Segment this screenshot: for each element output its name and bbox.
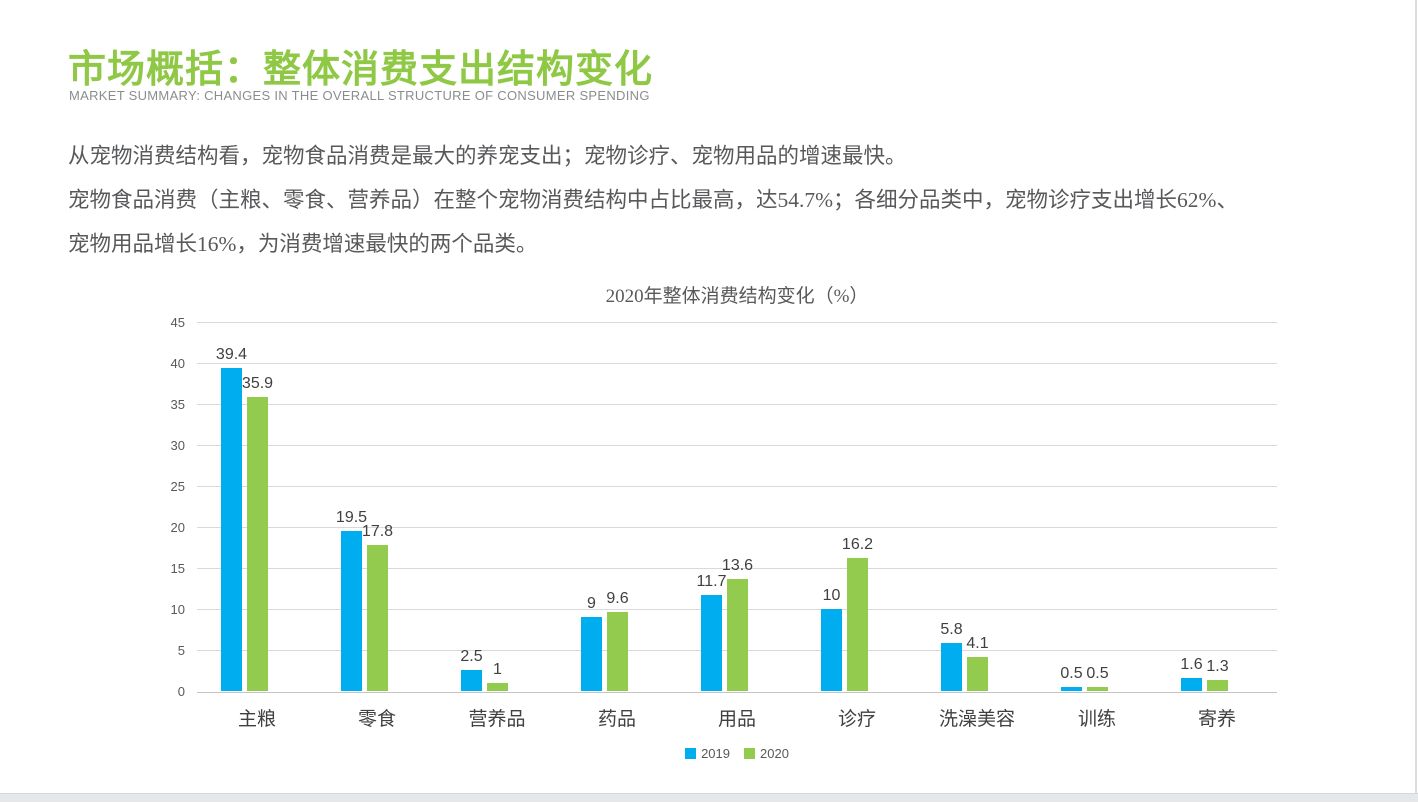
x-axis-label-5: 用品 bbox=[717, 709, 756, 730]
bar-value-label: 1 bbox=[493, 661, 502, 678]
bar-2019-4 bbox=[581, 617, 602, 691]
bar-value-label: 9.6 bbox=[606, 590, 629, 607]
gridline bbox=[197, 568, 1277, 569]
y-axis-tick: 30 bbox=[170, 438, 185, 453]
bar-2019-7 bbox=[941, 643, 962, 691]
bar-value-label: 1.3 bbox=[1206, 658, 1229, 675]
bar-2019-2 bbox=[341, 531, 362, 691]
bar-value-label: 4.1 bbox=[966, 635, 989, 652]
bar-2020-3 bbox=[487, 683, 508, 691]
bar-2019-1 bbox=[221, 368, 242, 691]
bottom-strip bbox=[0, 793, 1418, 802]
legend-swatch-icon bbox=[744, 748, 755, 759]
y-axis-tick: 25 bbox=[170, 479, 185, 494]
bar-value-label: 1.6 bbox=[1180, 656, 1203, 673]
body-line-1: 从宠物消费结构看，宠物食品消费是最大的养宠支出；宠物诊疗、宠物用品的增速最快。 bbox=[68, 144, 907, 168]
y-axis-tick: 35 bbox=[170, 397, 185, 412]
x-axis-label-1: 主粮 bbox=[237, 709, 276, 730]
bar-2020-9 bbox=[1207, 680, 1228, 691]
legend-item-2019: 2019 bbox=[685, 746, 730, 761]
body-line-3: 宠物用品增长16%，为消费增速最快的两个品类。 bbox=[68, 232, 538, 256]
bar-2020-4 bbox=[607, 612, 628, 691]
bar-2020-7 bbox=[967, 657, 988, 691]
bar-2019-6 bbox=[821, 609, 842, 691]
bar-value-label: 13.6 bbox=[721, 557, 754, 574]
y-axis-tick: 20 bbox=[170, 520, 185, 535]
x-axis-label-6: 诊疗 bbox=[837, 709, 876, 730]
bar-2020-1 bbox=[247, 397, 268, 691]
bar-2020-5 bbox=[727, 579, 748, 691]
bar-value-label: 2.5 bbox=[460, 648, 483, 665]
page-subtitle: MARKET SUMMARY: CHANGES IN THE OVERALL S… bbox=[69, 88, 650, 103]
bar-2019-8 bbox=[1061, 687, 1082, 691]
bar-value-label: 35.9 bbox=[241, 375, 274, 392]
y-axis-tick: 45 bbox=[170, 315, 185, 330]
bar-2019-3 bbox=[461, 670, 482, 691]
gridline bbox=[197, 404, 1277, 405]
bar-2020-2 bbox=[367, 545, 388, 691]
y-axis-tick: 40 bbox=[170, 356, 185, 371]
page-title: 市场概括：整体消费支出结构变化 bbox=[68, 49, 654, 91]
x-axis-label-3: 营养品 bbox=[468, 709, 526, 730]
legend-label: 2020 bbox=[760, 746, 789, 761]
x-axis-line bbox=[197, 692, 1277, 693]
bar-value-label: 9 bbox=[587, 595, 596, 612]
y-axis-tick: 0 bbox=[177, 684, 185, 699]
gridline bbox=[197, 445, 1277, 446]
bar-value-label: 17.8 bbox=[361, 523, 394, 540]
body-paragraph: 从宠物消费结构看，宠物食品消费是最大的养宠支出；宠物诊疗、宠物用品的增速最快。 … bbox=[68, 134, 1388, 266]
x-axis-label-7: 洗澡美容 bbox=[938, 709, 1015, 730]
x-axis-label-9: 寄养 bbox=[1197, 709, 1236, 730]
bar-value-label: 16.2 bbox=[841, 536, 874, 553]
bar-value-label: 19.5 bbox=[335, 509, 368, 526]
legend-item-2020: 2020 bbox=[744, 746, 789, 761]
x-axis-label-4: 药品 bbox=[597, 709, 636, 730]
chart-title: 2020年整体消费结构变化（%） bbox=[605, 286, 869, 307]
bar-value-label: 0.5 bbox=[1086, 665, 1109, 682]
bar-2020-8 bbox=[1087, 687, 1108, 691]
bar-value-label: 5.8 bbox=[940, 621, 963, 638]
bar-value-label: 39.4 bbox=[215, 346, 248, 363]
y-axis-tick: 15 bbox=[170, 561, 185, 576]
bar-2019-9 bbox=[1181, 678, 1202, 691]
gridline bbox=[197, 322, 1277, 323]
x-axis-label-2: 零食 bbox=[357, 709, 396, 730]
bar-value-label: 0.5 bbox=[1060, 665, 1083, 682]
gridline bbox=[197, 363, 1277, 364]
bar-chart-plot-area: 0 5 10 15 20 25 30 35 40 45 39.4 35.9 主粮 19.5 17.8 零食 2.… bbox=[171, 315, 1277, 730]
gridline bbox=[197, 527, 1277, 528]
y-axis-tick: 5 bbox=[177, 643, 185, 658]
bar-value-label: 10 bbox=[822, 587, 841, 604]
x-axis-label-8: 训练 bbox=[1077, 709, 1116, 730]
y-axis-tick: 10 bbox=[170, 602, 185, 617]
bar-2019-5 bbox=[701, 595, 722, 691]
chart-legend: 2019 2020 bbox=[197, 746, 1277, 761]
legend-swatch-icon bbox=[685, 748, 697, 759]
body-line-2: 宠物食品消费（主粮、零食、营养品）在整个宠物消费结构中占比最高，达54.7%；各… bbox=[68, 188, 1238, 212]
bar-value-label: 11.7 bbox=[696, 573, 727, 590]
legend-label: 2019 bbox=[701, 746, 730, 761]
bar-2020-6 bbox=[847, 558, 868, 691]
right-edge-line bbox=[1415, 0, 1417, 794]
gridline bbox=[197, 486, 1277, 487]
